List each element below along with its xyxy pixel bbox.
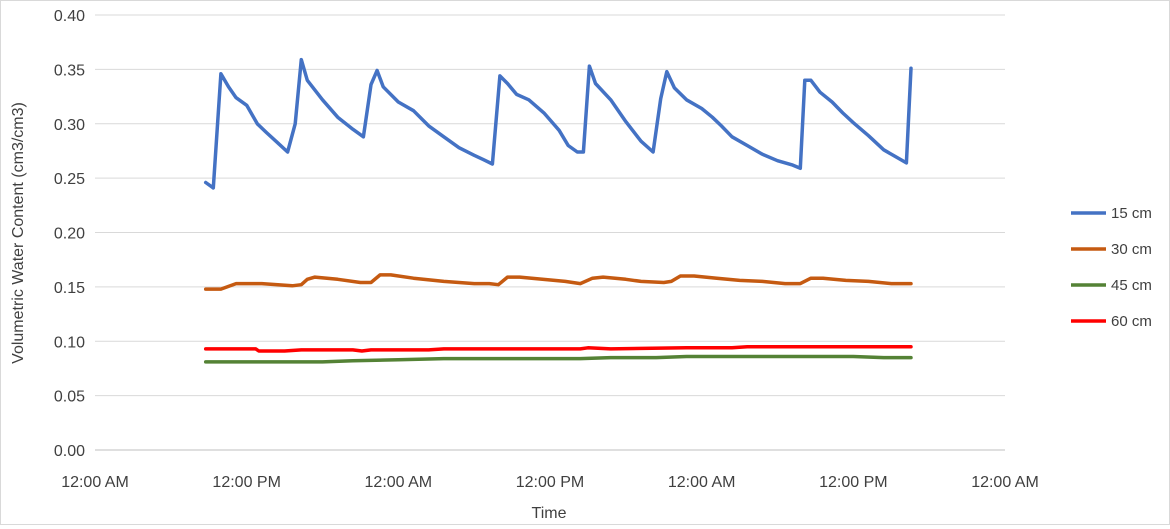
x-axis-ticks: 12:00 AM 12:00 PM 12:00 AM 12:00 PM 12:00 AM…	[61, 474, 1039, 491]
y-tick-label: 0.05	[54, 389, 85, 406]
legend-label: 30 cm	[1111, 241, 1152, 258]
y-tick-label: 0.30	[54, 117, 85, 134]
y-tick-label: 0.10	[54, 334, 85, 351]
x-tick-label: 12:00 PM	[516, 474, 584, 491]
y-tick-label: 0.35	[54, 62, 85, 79]
y-axis-ticks: 0.00 0.05 0.10 0.15 0.20 0.25 0.30 0.35 0.40	[54, 8, 85, 460]
series-line-60-cm	[203, 344, 913, 353]
series-lines	[203, 57, 913, 364]
series-line-15-cm	[203, 57, 913, 190]
y-tick-label: 0.00	[54, 443, 85, 460]
x-tick-label: 12:00 PM	[819, 474, 887, 491]
x-tick-label: 12:00 PM	[212, 474, 280, 491]
legend-label: 60 cm	[1111, 313, 1152, 330]
gridlines	[95, 14, 1005, 451]
legend: 15 cm 30 cm 45 cm 60 cm	[1071, 205, 1152, 330]
x-tick-label: 12:00 AM	[971, 474, 1039, 491]
series-line-45-cm	[203, 354, 913, 364]
y-axis-title: Volumetric Water Content (cm3/cm3)	[10, 102, 27, 364]
y-tick-label: 0.40	[54, 8, 85, 25]
y-tick-label: 0.20	[54, 226, 85, 243]
legend-label: 15 cm	[1111, 205, 1152, 222]
x-tick-label: 12:00 AM	[365, 474, 433, 491]
series-line-30-cm	[203, 273, 913, 291]
y-tick-label: 0.25	[54, 171, 85, 188]
x-axis-title: Time	[532, 505, 567, 522]
x-tick-label: 12:00 AM	[61, 474, 129, 491]
x-tick-label: 12:00 AM	[668, 474, 736, 491]
y-tick-label: 0.15	[54, 280, 85, 297]
legend-label: 45 cm	[1111, 277, 1152, 294]
